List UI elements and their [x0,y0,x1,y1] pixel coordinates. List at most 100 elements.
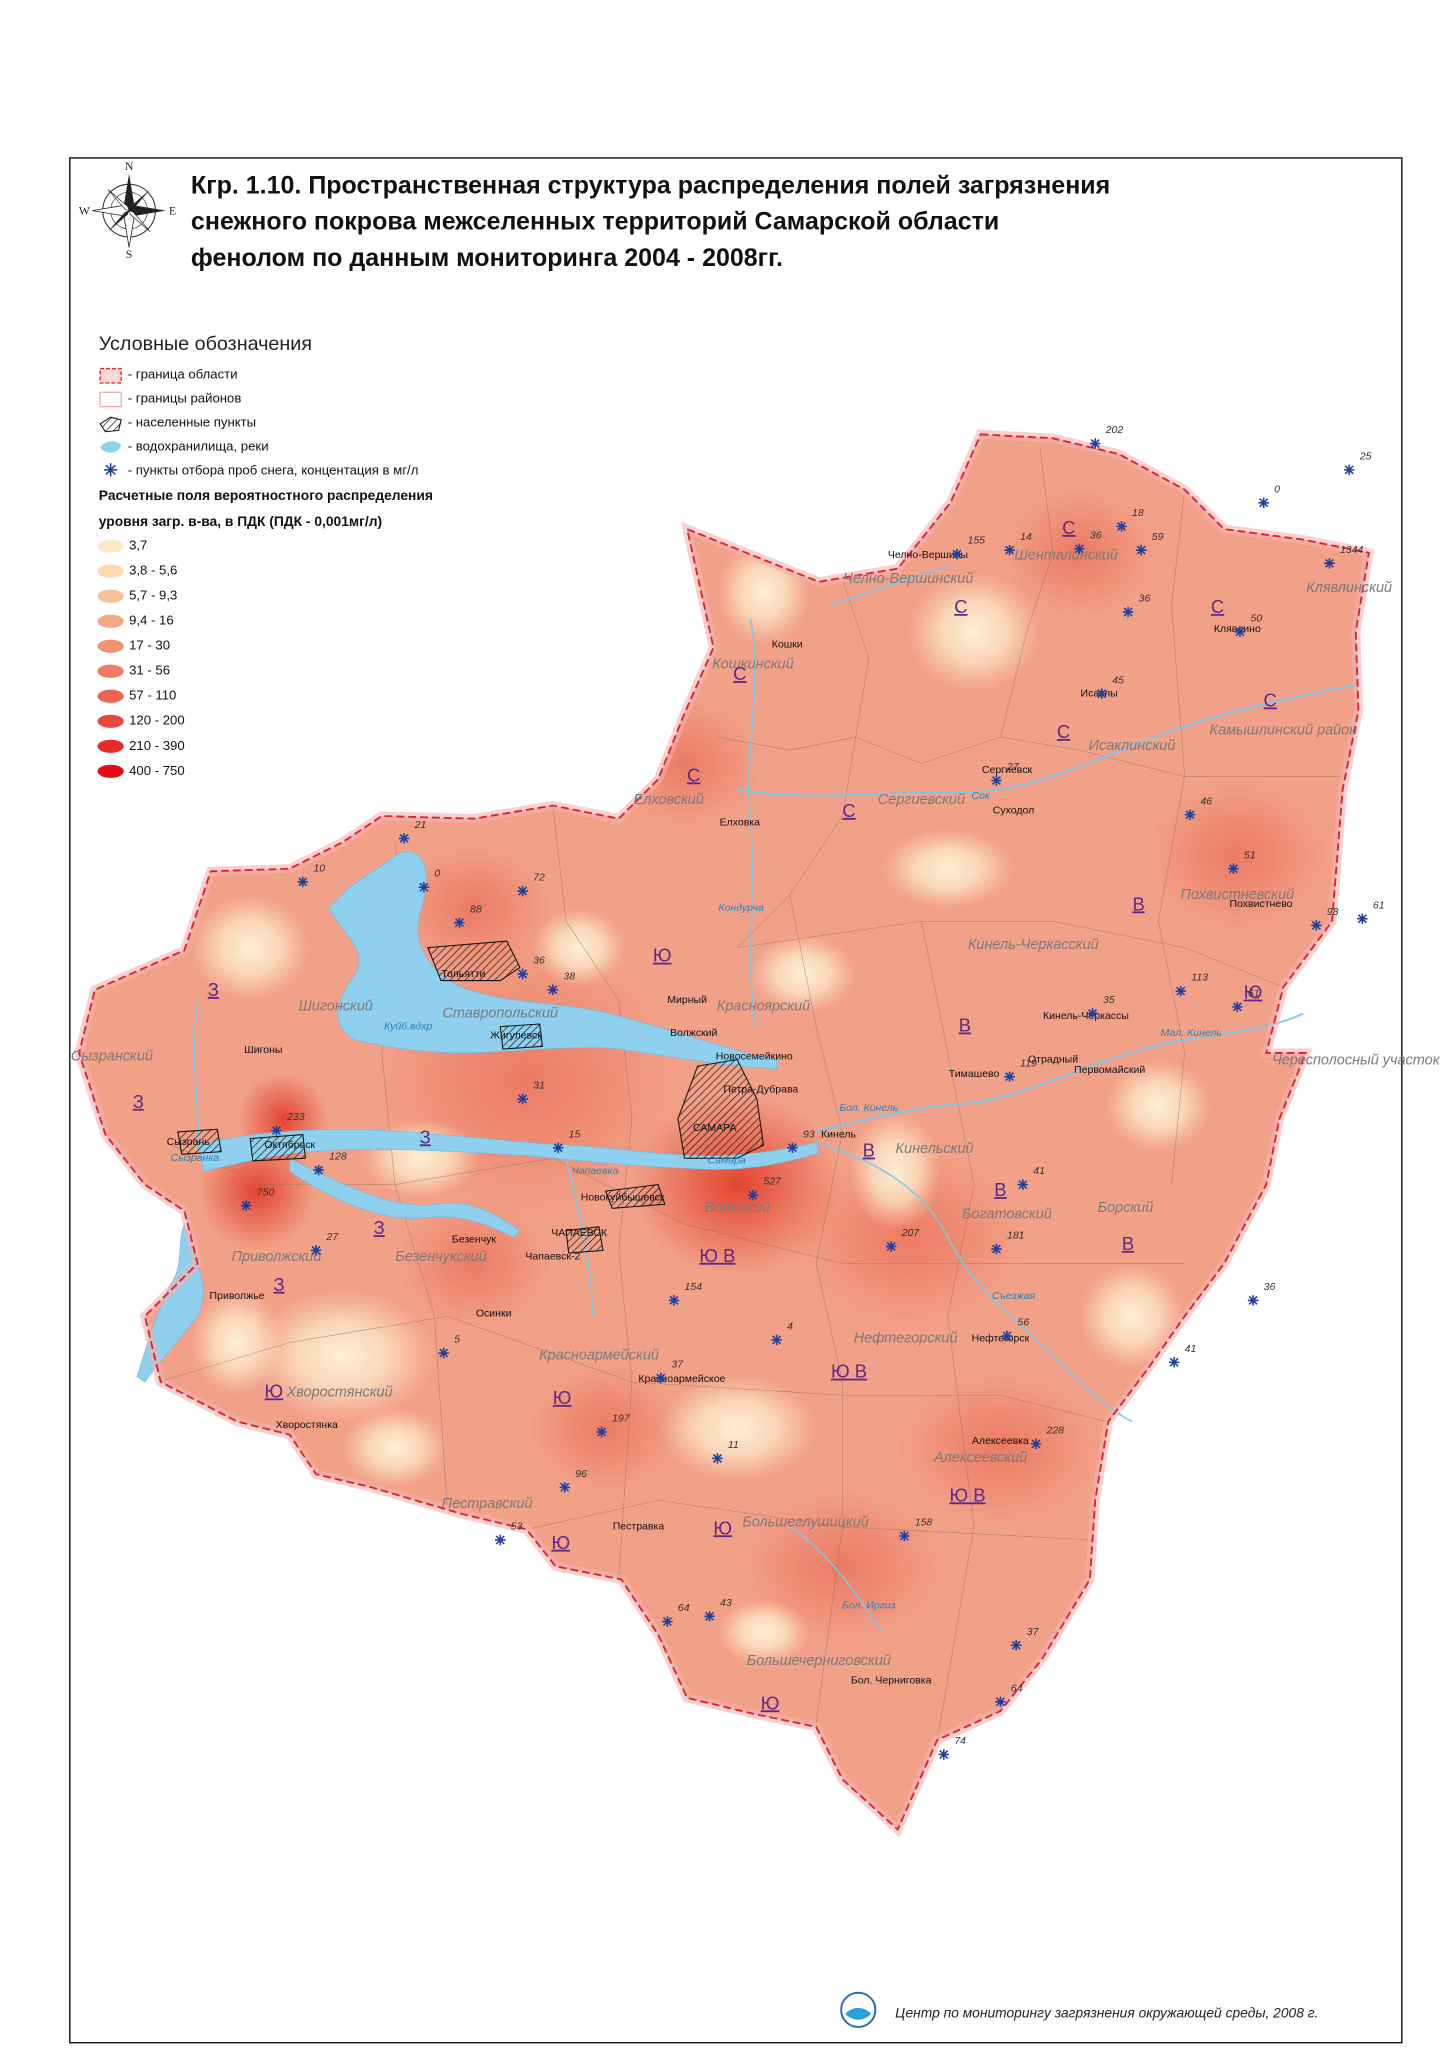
title-line: фенолом по данным мониторинга 2004 - 200… [191,244,783,272]
legend-swatch [97,564,124,578]
sample-point [438,1347,449,1359]
settlement-label: Новокуйбышевск [581,1192,665,1204]
district-label: Большеглушицкий [742,1515,868,1531]
sample-value: 61 [1373,899,1385,911]
sample-point [552,1142,564,1153]
zone-label: Ю [1244,982,1263,1003]
field-blob [881,829,1014,909]
district-label: Красноармейский [539,1348,659,1364]
settlement-label: Бол. Черниговка [851,1675,932,1687]
sample-value: 50 [1250,612,1262,624]
district-label: Алексеевский [933,1450,1027,1466]
sample-point [313,1164,324,1176]
sample-value: 228 [1045,1424,1064,1436]
sample-point [655,1372,667,1384]
settlement-label: Кинель-Черкассы [1043,1010,1129,1022]
field-blob [849,1112,942,1231]
sample-point [1135,544,1147,556]
settlement-label: Хворостянка [276,1419,338,1431]
district-label: Челно-Вершинский [843,571,973,587]
settlement-label: Елховка [720,816,761,828]
zone-label: С [733,663,746,684]
legend-symbol [99,367,122,384]
sample-point [1232,1001,1243,1013]
sample-point [240,1200,252,1211]
sample-value: 15 [569,1128,581,1140]
sample-point [1010,1639,1022,1651]
sample-value: 4 [787,1321,793,1333]
settlement-label: Жигулевск [490,1030,542,1042]
settlement-label: Пестравка [613,1521,665,1533]
sample-value: 38 [563,970,575,982]
sample-point [1096,688,1108,699]
legend-swatch [97,764,124,778]
settlement-label: Чапаевск-2 [525,1251,580,1263]
sample-value: 202 [1105,424,1124,436]
settlement-label: Приволжье [210,1290,265,1302]
zone-label: Ю В [699,1245,735,1266]
zone-label: Ю [553,1387,572,1408]
sample-value: 41 [1033,1165,1045,1177]
legend-swatch [97,589,124,603]
river-label: Бол. Иргиз [842,1600,896,1612]
settlement-label: Новосемейкино [716,1051,793,1063]
sample-value: 41 [1185,1343,1197,1355]
field-blob [533,908,626,988]
field-blob [717,1599,810,1665]
district-label: Красноярский [717,999,810,1015]
sample-value: 35 [1103,994,1115,1006]
oblast-map: Челно-Вершинский Шенталинский Клявлинский К… [71,424,1441,1829]
sample-point [1001,1330,1013,1342]
sample-point [1017,1179,1029,1190]
district-label: Волжский [704,1200,770,1216]
sample-point [1116,521,1127,532]
sample-point [1122,606,1134,618]
river-label: Бол. Кинель [839,1102,898,1114]
sample-value: 119 [1020,1057,1037,1069]
sample-point [1324,558,1335,569]
sample-point [662,1616,673,1627]
sample-point [1087,1008,1098,1019]
district-label: Приволжский [232,1249,322,1265]
settlement-label: Челно-Вершины [888,549,968,561]
zone-label: В [863,1140,875,1161]
sample-value: 233 [286,1111,305,1123]
city-shapes [177,940,765,1254]
sample-value: 750 [257,1186,275,1198]
zone-label: В [959,1014,971,1035]
sample-value: 36 [533,955,545,967]
sample-point [899,1530,910,1542]
settlement-label: Кошки [772,639,803,651]
sample-value: 128 [329,1151,347,1163]
zone-label: Ю [551,1532,570,1553]
zone-label: С [1264,689,1277,710]
legend-swatch [97,714,124,728]
sample-point [547,984,559,996]
sample-value: 181 [1007,1230,1025,1242]
legend-symbol [104,463,118,477]
sample-value: 11 [728,1439,739,1451]
sample-value: 53 [511,1521,523,1533]
settlement-label: Красноармейское [638,1373,725,1385]
sample-value: 88 [470,903,482,915]
sample-value: 25 [1359,451,1372,463]
legend-swatch [97,614,124,628]
field-blob [1105,1059,1211,1152]
sample-value: 46 [1200,795,1212,807]
river-label: Мал. Кинель [1161,1027,1222,1039]
sample-value: 56 [1018,1317,1030,1329]
legend-swatch [97,689,124,703]
district-label: Богатовский [962,1207,1052,1223]
sample-value: 527 [763,1176,782,1188]
settlement-label: Мирный [667,994,707,1006]
sample-value: 51 [1244,849,1256,861]
sample-point [454,917,465,928]
settlement-label: Волжский [670,1027,718,1039]
river-label: Съезжая [992,1290,1036,1302]
zone-label: Ю В [831,1361,867,1382]
sample-value: 1344 [1340,544,1364,556]
sample-point [297,876,309,888]
field-blob [250,1289,435,1422]
legend-class-label: 5,7 - 9,3 [129,588,177,603]
